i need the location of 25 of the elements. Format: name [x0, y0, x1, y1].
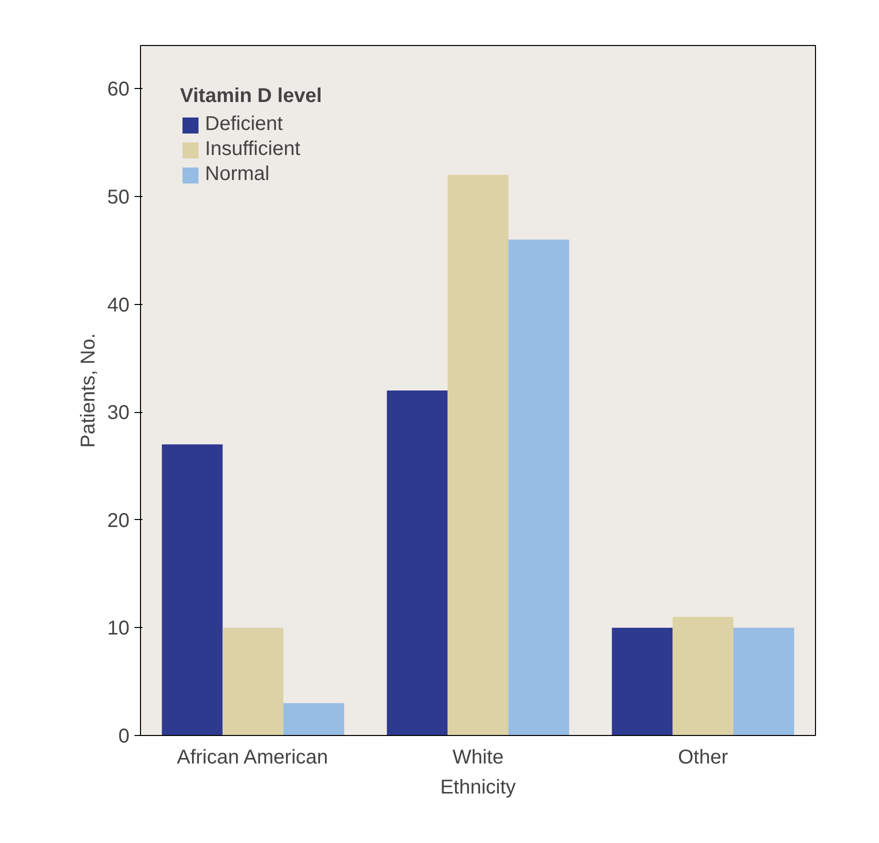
bar	[222, 628, 284, 736]
bar	[283, 703, 344, 736]
y-tick-label: 20	[107, 510, 130, 532]
bar	[612, 628, 673, 736]
y-tick-label: 40	[107, 294, 130, 316]
bar	[162, 444, 223, 736]
legend-label: Insufficient	[205, 138, 300, 161]
y-tick-label: 0	[118, 726, 130, 748]
bar	[508, 240, 570, 736]
x-tick-label: Other	[678, 746, 728, 768]
y-axis-title: Patients, No.	[77, 333, 100, 448]
legend-title: Vitamin D level	[180, 85, 322, 108]
bar	[672, 616, 734, 736]
bar	[386, 390, 448, 736]
legend-label: Deficient	[205, 113, 283, 136]
y-tick-label: 50	[107, 186, 130, 208]
legend-label: Normal	[205, 163, 270, 186]
y-tick-label: 60	[107, 78, 130, 101]
x-tick-label: White	[452, 746, 504, 768]
bar	[733, 628, 794, 736]
x-tick-label: African American	[176, 746, 328, 768]
y-tick-label: 30	[107, 402, 130, 424]
y-tick-label: 10	[107, 618, 130, 640]
bar	[448, 174, 508, 736]
x-axis-title: Ethnicity	[440, 776, 516, 798]
